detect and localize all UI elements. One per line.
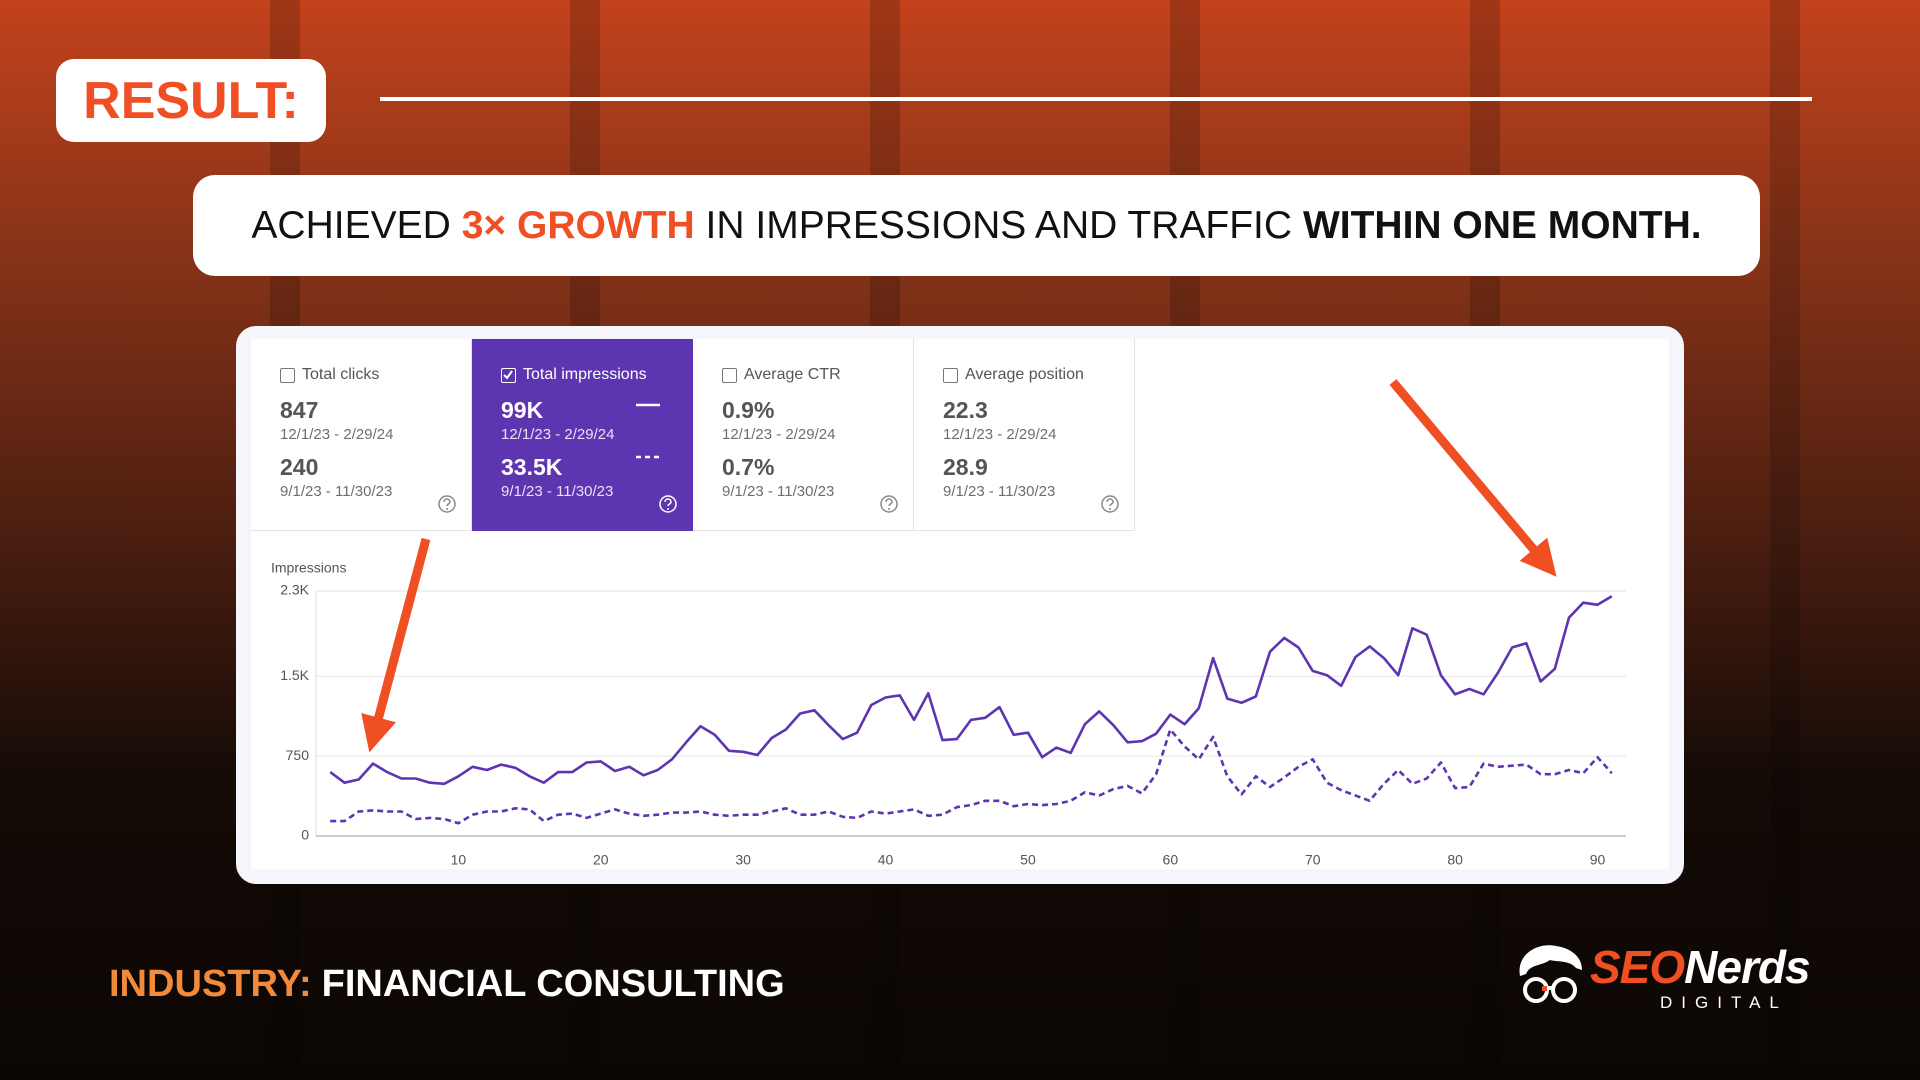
industry: INDUSTRY: FINANCIAL CONSULTING xyxy=(109,963,785,1006)
help-icon xyxy=(880,495,898,513)
series-line xyxy=(329,595,1613,786)
metric-tab: Average position 22.3 12/1/23 - 2/29/24 28.… xyxy=(914,339,1135,531)
metric-prev-range: 9/1/23 - 11/30/23 xyxy=(280,483,393,500)
metric-prev-range: 9/1/23 - 11/30/23 xyxy=(943,483,1056,500)
logo: SEONerds DIGITAL xyxy=(1512,940,1812,1015)
metric-tab: Total impressions 99K 12/1/23 - 2/29/24 33.… xyxy=(472,339,693,531)
x-tick-label: 70 xyxy=(1305,852,1321,868)
logo-brand-2: Nerds xyxy=(1684,941,1810,993)
logo-icon xyxy=(1519,945,1582,1003)
help-circle xyxy=(659,495,677,513)
metric-name: Average CTR xyxy=(744,366,841,383)
help-mark xyxy=(664,498,672,507)
headline-highlight: 3× GROWTH xyxy=(461,203,695,247)
arrow xyxy=(361,537,431,753)
y-tick-label: 0 xyxy=(301,827,309,843)
metric-prev-value: 33.5K xyxy=(501,454,563,480)
help-mark xyxy=(885,498,893,507)
x-tick-label: 90 xyxy=(1590,852,1606,868)
help-mark xyxy=(1106,498,1114,507)
arrow xyxy=(1389,379,1557,577)
x-tick-label: 40 xyxy=(878,852,894,868)
industry-value: FINANCIAL CONSULTING xyxy=(321,963,785,1005)
metric-label: Average CTR xyxy=(722,366,841,384)
x-tick-label: 60 xyxy=(1163,852,1179,868)
x-tick-label: 20 xyxy=(593,852,609,868)
metric-label: Total impressions xyxy=(501,366,647,384)
legend-icons xyxy=(636,403,660,459)
metric-value: 0.9% xyxy=(722,397,775,423)
y-tick-label: 2.3K xyxy=(280,582,309,598)
help-circle xyxy=(1101,495,1119,513)
headline-text: IN IMPRESSIONS AND TRAFFIC xyxy=(705,203,1293,247)
x-tick-label: 10 xyxy=(451,852,467,868)
x-tick-label: 30 xyxy=(735,852,751,868)
y-tick-label: 1.5K xyxy=(280,667,309,683)
series-line xyxy=(330,728,1613,825)
help-dot xyxy=(446,508,448,510)
checkbox xyxy=(280,367,295,383)
industry-label: INDUSTRY: xyxy=(109,963,312,1005)
y-axis-label: Impressions xyxy=(271,560,346,576)
help-mark xyxy=(443,498,451,507)
x-tick-label: 50 xyxy=(1020,852,1036,868)
metric-range: 12/1/23 - 2/29/24 xyxy=(280,426,394,443)
metric-tab: Total clicks 847 12/1/23 - 2/29/24 240 9/1/2… xyxy=(251,339,472,531)
metric-prev-range: 9/1/23 - 11/30/23 xyxy=(722,483,835,500)
help-icon xyxy=(1101,495,1119,513)
metric-value: 22.3 xyxy=(943,397,988,423)
headline-bold: WITHIN ONE MONTH. xyxy=(1302,203,1702,247)
metric-prev-range: 9/1/23 - 11/30/23 xyxy=(501,483,614,500)
metric-tab: Average CTR 0.9% 12/1/23 - 2/29/24 0.7% 9/1/… xyxy=(693,339,914,531)
headline-text: ACHIEVED xyxy=(251,203,451,247)
metric-prev-value: 240 xyxy=(280,454,319,480)
metric-name: Total clicks xyxy=(302,366,380,383)
logo-brand: SEO xyxy=(1590,941,1685,993)
help-dot xyxy=(888,508,890,510)
help-dot xyxy=(1109,508,1111,510)
headline: ACHIEVED 3× GROWTH IN IMPRESSIONS AND TR… xyxy=(193,175,1760,276)
metric-range: 12/1/23 - 2/29/24 xyxy=(722,426,836,443)
metric-value: 99K xyxy=(501,397,544,423)
metric-range: 12/1/23 - 2/29/24 xyxy=(943,426,1057,443)
metric-prev-value: 0.7% xyxy=(722,454,775,480)
metric-name: Total impressions xyxy=(523,366,647,383)
metric-label: Average position xyxy=(943,366,1084,384)
help-circle xyxy=(438,495,456,513)
metric-name: Average position xyxy=(965,366,1084,383)
help-dot xyxy=(667,508,669,510)
help-circle xyxy=(880,495,898,513)
x-tick-label: 80 xyxy=(1447,852,1463,868)
metric-value: 847 xyxy=(280,397,319,423)
metric-label: Total clicks xyxy=(280,366,379,384)
metric-range: 12/1/23 - 2/29/24 xyxy=(501,426,615,443)
divider xyxy=(380,97,1812,101)
result-badge: RESULT: xyxy=(56,59,326,142)
y-tick-label: 750 xyxy=(286,747,310,763)
checkbox xyxy=(943,367,958,383)
checkbox xyxy=(501,367,516,383)
logo-tagline: DIGITAL xyxy=(1660,993,1788,1012)
checkbox xyxy=(722,367,737,383)
metric-prev-value: 28.9 xyxy=(943,454,988,480)
logo-text: SEONerds xyxy=(1590,940,1811,994)
help-icon xyxy=(438,495,456,513)
help-icon xyxy=(659,495,677,513)
